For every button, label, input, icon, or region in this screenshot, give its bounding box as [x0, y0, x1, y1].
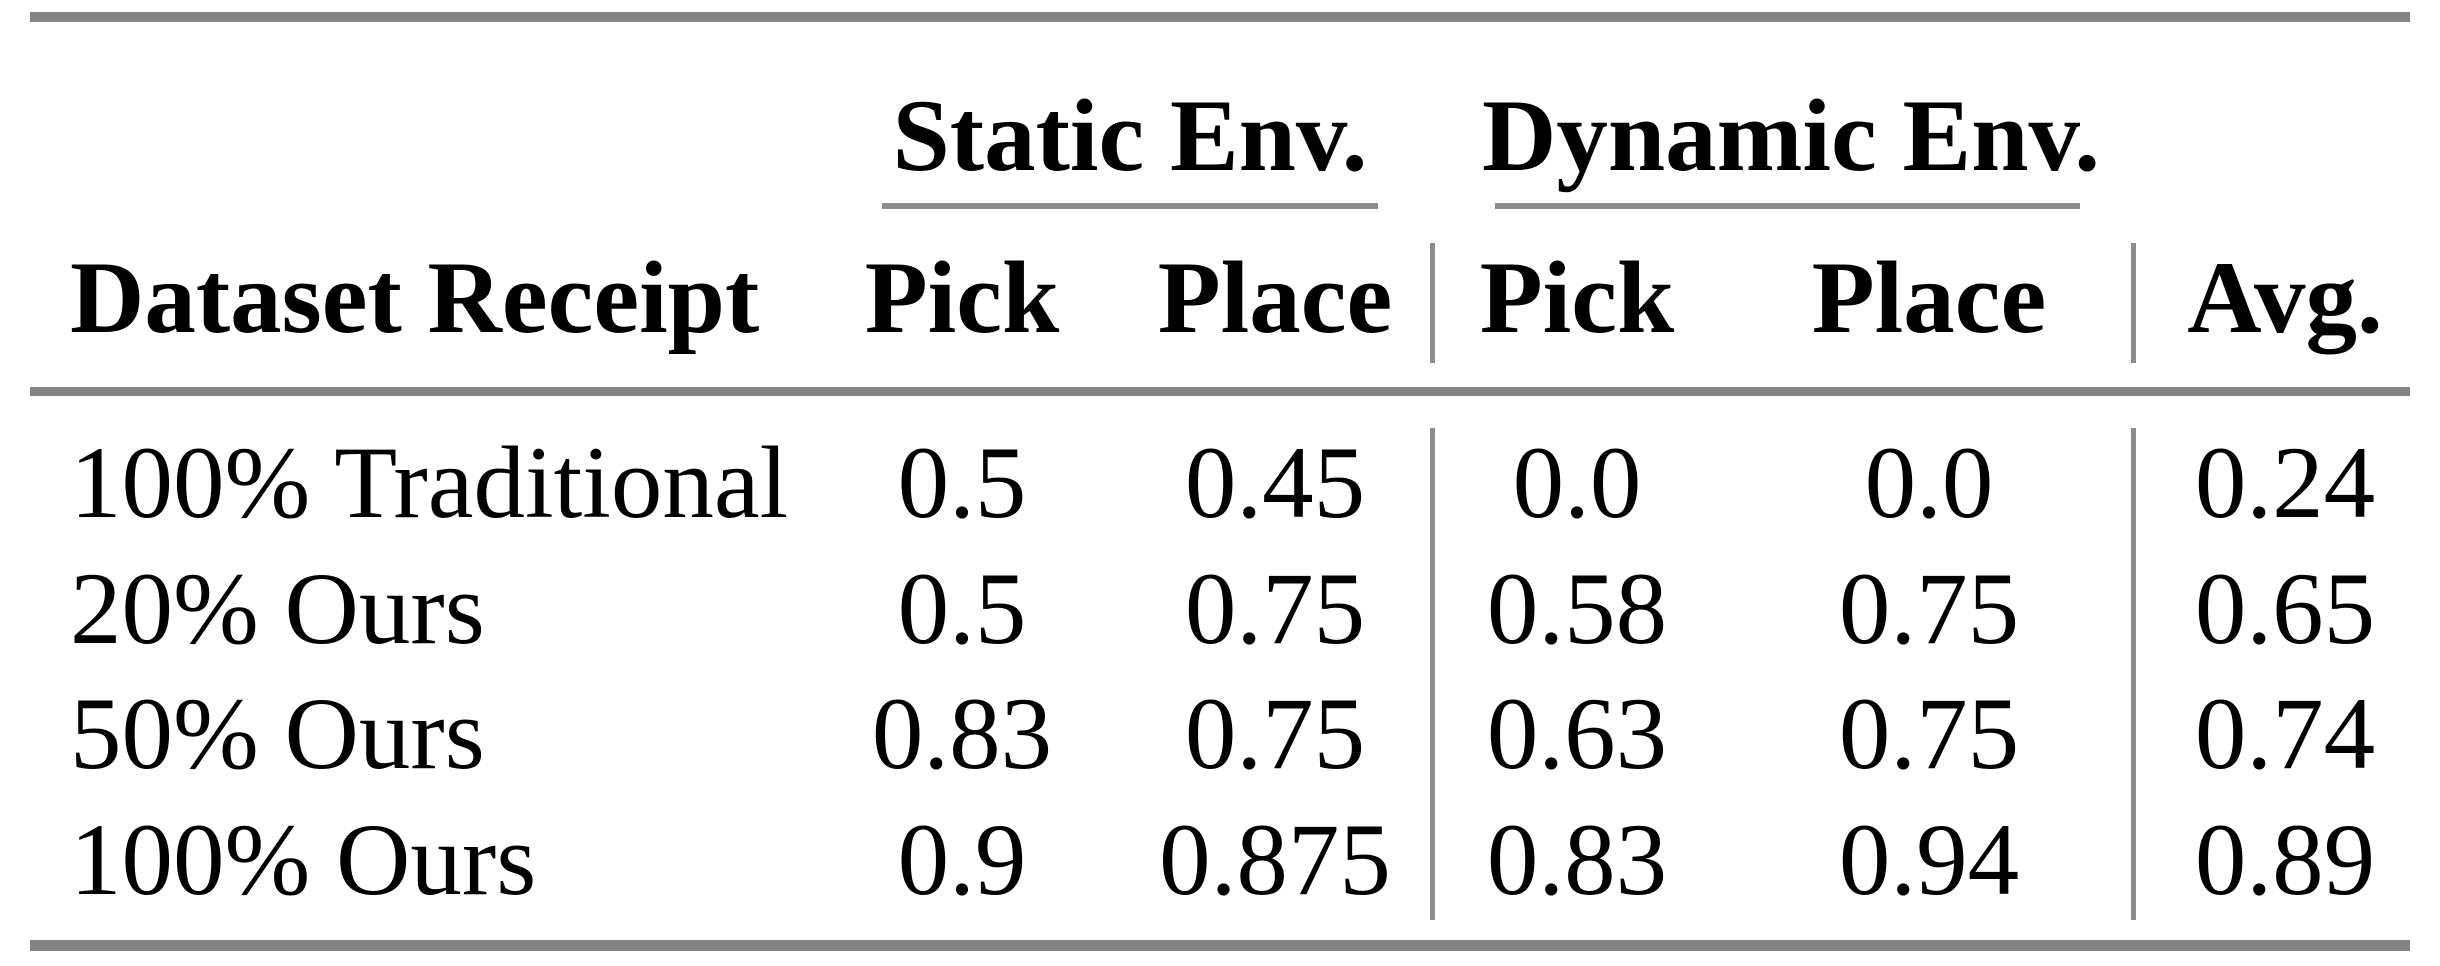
group-header-dynamic-env: Dynamic Env.: [1481, 79, 2101, 193]
cell-static-place: 0.75: [1184, 552, 1366, 666]
cmidrule-dynamic-env: [1495, 203, 2080, 209]
col-header-static-place: Place: [1157, 241, 1393, 355]
vertical-rule-static-dynamic-header: [1430, 243, 1435, 363]
cell-avg: 0.89: [2194, 803, 2376, 917]
cell-static-pick: 0.5: [897, 426, 1027, 540]
mid-rule: [30, 387, 2410, 396]
cell-avg: 0.65: [2194, 552, 2376, 666]
group-header-static-env: Static Env.: [892, 79, 1368, 193]
col-header-avg: Avg.: [2187, 241, 2383, 355]
cell-static-place: 0.45: [1184, 426, 1366, 540]
cell-dynamic-place: 0.75: [1838, 677, 2020, 791]
row-label: 100% Traditional: [70, 426, 789, 540]
col-header-dynamic-place: Place: [1811, 241, 2047, 355]
row-label: 100% Ours: [70, 803, 537, 917]
cell-dynamic-pick: 0.58: [1486, 552, 1668, 666]
cell-dynamic-place: 0.75: [1838, 552, 2020, 666]
cell-avg: 0.74: [2194, 677, 2376, 791]
cell-static-place: 0.875: [1159, 803, 1391, 917]
col-header-dataset-receipt: Dataset Receipt: [70, 241, 760, 355]
cell-static-pick: 0.9: [897, 803, 1027, 917]
cell-avg: 0.24: [2194, 426, 2376, 540]
cmidrule-static-env: [882, 203, 1378, 209]
top-rule: [30, 12, 2410, 22]
cell-dynamic-pick: 0.0: [1512, 426, 1642, 540]
cell-dynamic-place: 0.0: [1864, 426, 1994, 540]
cell-dynamic-place: 0.94: [1838, 803, 2020, 917]
vertical-rule-static-dynamic-body: [1430, 428, 1435, 920]
cell-dynamic-pick: 0.63: [1486, 677, 1668, 791]
col-header-static-pick: Pick: [864, 241, 1060, 355]
vertical-rule-avg-body: [2131, 428, 2136, 920]
cell-dynamic-pick: 0.83: [1486, 803, 1668, 917]
bottom-rule: [30, 940, 2410, 951]
col-header-dynamic-pick: Pick: [1479, 241, 1675, 355]
cell-static-pick: 0.5: [897, 552, 1027, 666]
row-label: 20% Ours: [70, 552, 485, 666]
row-label: 50% Ours: [70, 677, 485, 791]
vertical-rule-avg-header: [2131, 243, 2136, 363]
cell-static-pick: 0.83: [871, 677, 1053, 791]
cell-static-place: 0.75: [1184, 677, 1366, 791]
